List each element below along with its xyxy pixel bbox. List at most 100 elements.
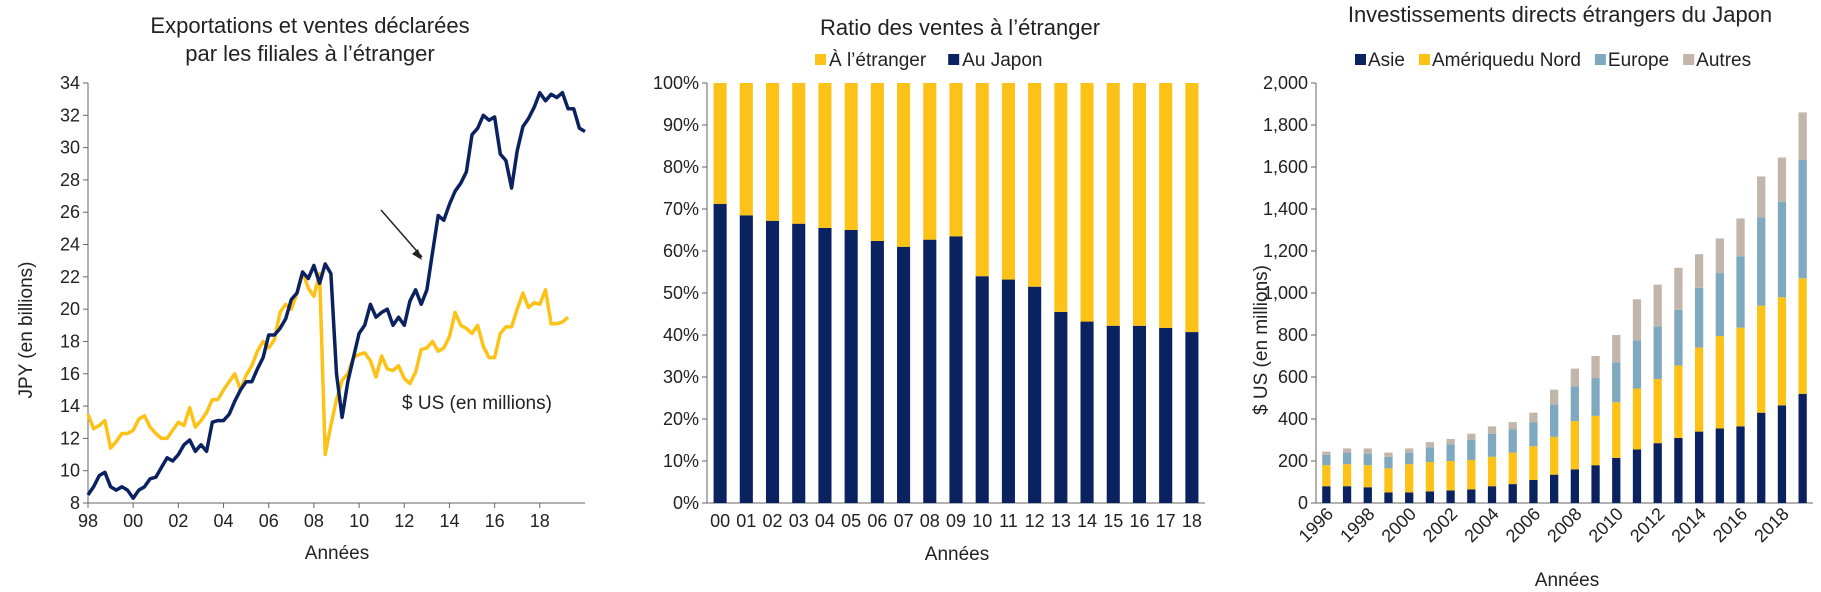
chart2-legend-label: À l’étranger: [829, 50, 927, 71]
chart3-bar-amerique: [1467, 459, 1476, 490]
chart1-y-tick-label: 22: [60, 267, 80, 287]
chart3-bar-amerique: [1632, 388, 1642, 450]
chart2-bar-etranger: [1185, 83, 1199, 333]
chart3-bar-autres: [1694, 254, 1704, 288]
chart1-x-tick-label: 04: [214, 511, 234, 531]
chart2-x-tick-label: 10: [972, 511, 992, 531]
chart3-bar-europe: [1322, 454, 1331, 466]
chart3-bar-autres: [1508, 422, 1517, 430]
chart2-bar-japon: [765, 220, 780, 503]
chart3-y-tick-label: 1,200: [1263, 241, 1308, 261]
chart2-x-tick-label: 04: [815, 511, 835, 531]
chart3-bar-asie: [1446, 490, 1455, 503]
chart3-bar-autres: [1632, 299, 1642, 341]
chart3-y-tick-label: 0: [1298, 493, 1308, 513]
chart3-x-tick-label: 2006: [1502, 504, 1544, 546]
chart1-x-tick-label: 06: [259, 511, 279, 531]
chart2-bar-etranger: [818, 83, 832, 228]
chart3-bar-amerique: [1777, 297, 1787, 406]
chart1-plot: 8 10 12 14 16 18 20 22 24 26 28 30 32 34 98 00 02 04 06 08 1…: [60, 73, 586, 531]
chart3-bar-autres: [1405, 448, 1414, 453]
chart3-bar-asie: [1425, 491, 1435, 503]
chart3-bar-europe: [1632, 340, 1642, 389]
chart1-x-tick-label: 12: [394, 511, 414, 531]
chart3-y-tick-label: 600: [1278, 367, 1308, 387]
chart2-x-tick-label: 12: [1025, 511, 1045, 531]
chart2-x-tick-label: 14: [1077, 511, 1097, 531]
chart3-bar-autres: [1653, 284, 1662, 327]
chart3-legend-label: Europe: [1608, 50, 1669, 71]
chart3-bar-europe: [1591, 378, 1600, 416]
chart3-bar-europe: [1674, 309, 1683, 366]
chart2-legend-swatch: [815, 54, 826, 65]
chart3-bar-asie: [1467, 489, 1476, 503]
chart3-bar-amerique: [1384, 468, 1393, 493]
chart2-bar-japon: [923, 239, 937, 503]
chart1-annotation-arrow: [380, 209, 423, 258]
chart2-bar-japon: [1185, 332, 1199, 503]
chart3-y-tick-label: 800: [1278, 325, 1308, 345]
chart3-bar-europe: [1653, 326, 1662, 380]
chart3-y-tick-label: 400: [1278, 409, 1308, 429]
chart2-title: Ratio des ventes à l’étranger: [820, 15, 1100, 40]
chart3-y-tick-label: 1,800: [1263, 115, 1308, 135]
chart3-bar-asie: [1632, 449, 1642, 503]
chart2-bar-japon: [949, 236, 963, 504]
chart3-bar-asie: [1487, 486, 1497, 503]
chart2-x-tick-label: 01: [736, 511, 756, 531]
chart3-bar-autres: [1591, 356, 1600, 379]
chart2-bar-etranger: [949, 83, 963, 237]
chart3-bar-asie: [1570, 469, 1579, 503]
chart1-y-tick-label: 16: [60, 364, 80, 384]
chart3-bar-europe: [1612, 362, 1621, 403]
chart2-bar-japon: [1106, 325, 1120, 503]
chart3-bar-europe: [1425, 447, 1435, 463]
chart2-bar-japon: [975, 276, 989, 503]
chart2-bar-japon: [1028, 286, 1042, 503]
chart3-legend-swatch: [1355, 54, 1366, 65]
chart1-annotation: $ US (en millions): [402, 393, 552, 414]
chart3-legend-swatch: [1418, 54, 1430, 65]
chart2-bar-etranger: [792, 83, 806, 224]
chart2-y-tick-label: 30%: [663, 367, 699, 387]
chart3-bar-europe: [1384, 456, 1393, 469]
chart2-bar-japon: [844, 230, 858, 503]
chart3-bar-europe: [1694, 287, 1704, 348]
chart2-bar-japon: [1054, 311, 1068, 503]
chart3-bar-europe: [1508, 429, 1517, 453]
chart3-bar-amerique: [1736, 327, 1745, 427]
chart2-y-tick-label: 90%: [663, 115, 699, 135]
chart2-bar-etranger: [739, 83, 753, 216]
chart3-x-tick-label: 2004: [1460, 504, 1502, 546]
chart3-bar-europe: [1550, 404, 1559, 437]
chart2-y-tick-label: 70%: [663, 199, 699, 219]
chart3-bar-asie: [1757, 412, 1766, 503]
chart2-legend-label: Au Japon: [962, 50, 1042, 71]
chart3-bar-europe: [1363, 453, 1372, 466]
chart2-bar-etranger: [1080, 83, 1094, 322]
chart3-legend-label: Asie: [1368, 50, 1405, 71]
chart2-x-tick-label: 16: [1129, 511, 1149, 531]
chart3-xlabel: Années: [1535, 570, 1599, 591]
chart2-bar-etranger: [844, 83, 858, 230]
chart3-bar-amerique: [1715, 336, 1724, 429]
chart3-bar-amerique: [1591, 415, 1600, 466]
chart1-x-tick-label: 02: [168, 511, 188, 531]
chart1-title-line1: Exportations et ventes déclarées: [150, 13, 469, 38]
chart3-bar-autres: [1322, 451, 1331, 455]
chart1-y-tick-label: 32: [60, 105, 80, 125]
chart2-y-tick-label: 60%: [663, 241, 699, 261]
chart3-bar-asie: [1322, 486, 1331, 503]
chart3-bar-europe: [1529, 422, 1538, 447]
chart2-bar-japon: [713, 203, 727, 503]
chart2-y-tick-label: 20%: [663, 409, 699, 429]
chart3-bar-amerique: [1757, 305, 1766, 413]
chart2-x-tick-label: 15: [1103, 511, 1123, 531]
chart3-bar-autres: [1736, 218, 1745, 257]
chart2-bar-etranger: [870, 83, 884, 241]
chart3-bar-asie: [1508, 484, 1517, 503]
chart3-bar-autres: [1384, 452, 1393, 457]
chart2-x-tick-label: 18: [1182, 511, 1202, 531]
chart1-arrow-head-icon: [412, 249, 422, 260]
